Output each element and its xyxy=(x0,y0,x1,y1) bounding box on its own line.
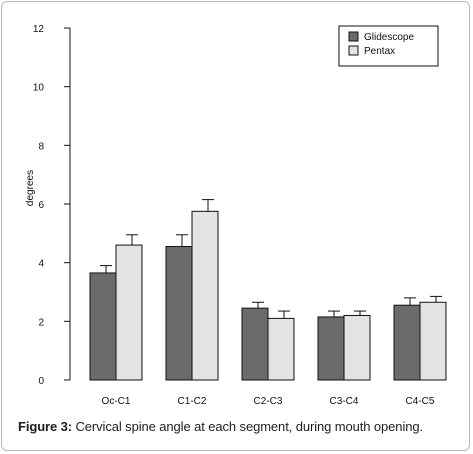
legend-label: Pentax xyxy=(364,46,395,57)
caption-text: Cervical spine angle at each segment, du… xyxy=(72,419,424,434)
bar-pentax-c3-c4 xyxy=(343,314,371,381)
figure-caption: Figure 3: Cervical spine angle at each s… xyxy=(18,419,468,434)
bar-glidescope-c2-c3 xyxy=(241,307,269,381)
y-tick-label: 0 xyxy=(38,376,44,387)
bar-glidescope-c3-c4 xyxy=(317,316,345,381)
bar-glidescope-oc-c1 xyxy=(89,272,117,381)
y-tick-label: 6 xyxy=(38,200,44,211)
legend-label: Glidescope xyxy=(364,32,414,43)
x-tick-label: C2-C3 xyxy=(254,396,283,407)
bar-group xyxy=(89,199,447,381)
x-tick-label: C4-C5 xyxy=(406,396,435,407)
y-axis-title: degrees xyxy=(25,170,36,206)
legend-swatch xyxy=(348,31,359,42)
x-tick-label: Oc-C1 xyxy=(102,396,131,407)
bar-pentax-oc-c1 xyxy=(115,244,143,381)
caption-lead: Figure 3: xyxy=(18,419,72,434)
bar-pentax-c2-c3 xyxy=(267,317,295,381)
y-tick-label: 12 xyxy=(33,24,45,35)
legend-swatch xyxy=(348,45,359,56)
y-tick-label: 4 xyxy=(38,259,44,270)
legend: Glidescope Pentax xyxy=(338,25,439,67)
bar-glidescope-c4-c5 xyxy=(393,304,421,381)
y-tick-label: 10 xyxy=(33,83,45,94)
y-tick-label: 2 xyxy=(38,317,44,328)
y-tick-label: 8 xyxy=(38,141,44,152)
bar-pentax-c4-c5 xyxy=(419,301,447,381)
x-tick-label: C3-C4 xyxy=(330,396,359,407)
bar-pentax-c1-c2 xyxy=(191,210,219,381)
y-axis: 0 2 4 6 8 10 12 xyxy=(33,24,71,387)
x-axis-labels: Oc-C1 C1-C2 C2-C3 C3-C4 C4-C5 xyxy=(102,396,435,407)
bar-glidescope-c1-c2 xyxy=(165,246,193,381)
x-tick-label: C1-C2 xyxy=(178,396,207,407)
